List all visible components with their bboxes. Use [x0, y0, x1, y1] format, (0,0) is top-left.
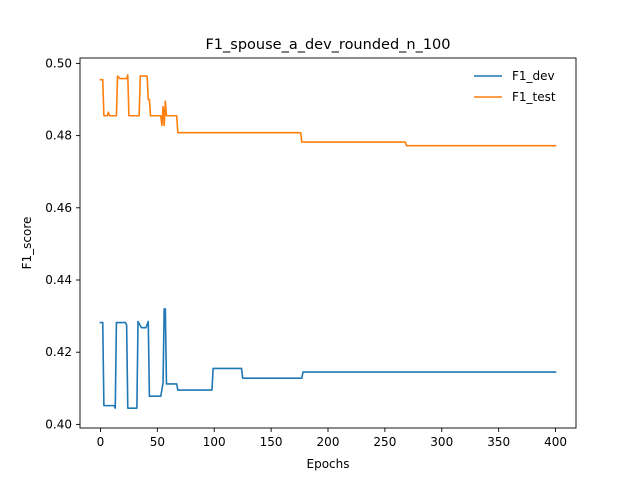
y-tick-label: 0.50 [45, 56, 72, 70]
y-tick-label: 0.44 [45, 273, 72, 287]
x-axis: 0 50 100 150 200 250 300 350 400 [97, 428, 567, 449]
legend: F1_dev F1_test [474, 69, 556, 104]
x-tick-label: 200 [317, 435, 340, 449]
x-tick-label: 250 [373, 435, 396, 449]
x-tick-label: 150 [260, 435, 283, 449]
y-tick-label: 0.46 [45, 201, 72, 215]
y-axis: 0.40 0.42 0.44 0.46 0.48 0.50 [45, 56, 80, 431]
y-tick-label: 0.40 [45, 417, 72, 431]
series-layer [99, 74, 557, 409]
y-tick-label: 0.48 [45, 129, 72, 143]
x-tick-label: 350 [487, 435, 510, 449]
y-axis-title: F1_score [20, 217, 34, 270]
series-line-f1-dev [99, 308, 557, 409]
x-tick-label: 0 [97, 435, 105, 449]
series-line-f1-test [99, 74, 557, 147]
x-tick-label: 100 [203, 435, 226, 449]
y-tick-label: 0.42 [45, 345, 72, 359]
legend-label-f1-dev: F1_dev [512, 69, 555, 83]
legend-label-f1-test: F1_test [512, 90, 556, 104]
x-axis-title: Epochs [307, 457, 350, 471]
chart-title: F1_spouse_a_dev_rounded_n_100 [205, 37, 450, 53]
x-tick-label: 50 [150, 435, 165, 449]
x-tick-label: 300 [430, 435, 453, 449]
x-tick-label: 400 [544, 435, 567, 449]
